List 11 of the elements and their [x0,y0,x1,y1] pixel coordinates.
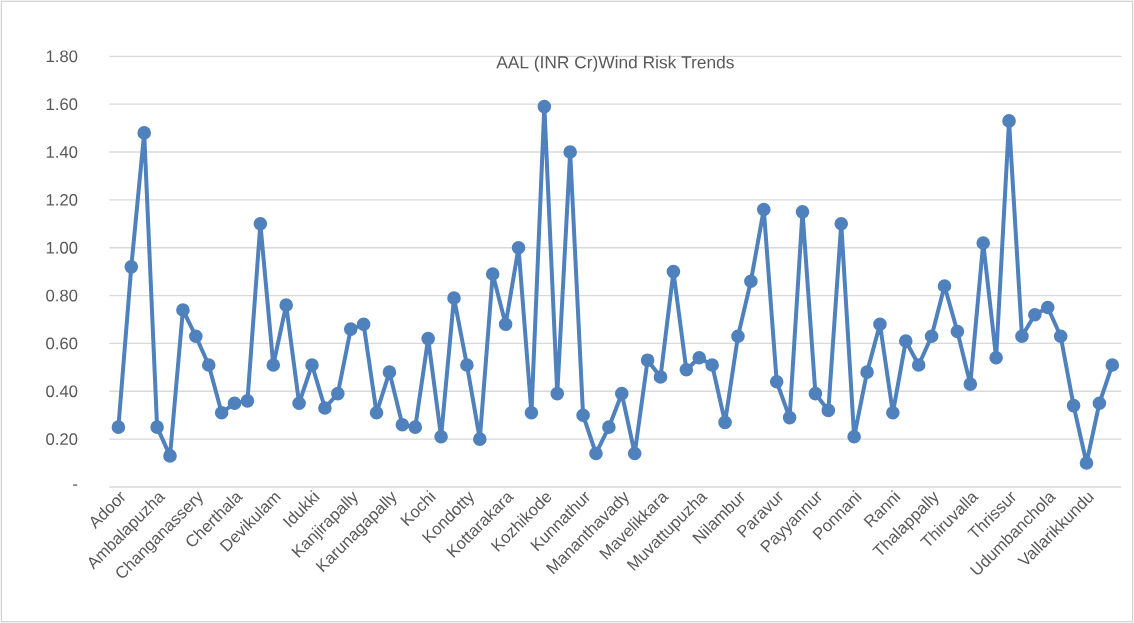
y-tick-label: 0.40 [46,385,78,398]
y-tick-label: 0.20 [46,433,78,446]
y-tick-label: 0.80 [46,289,78,302]
y-tick-label: - [73,484,78,486]
y-tick-label: 1.20 [46,193,78,206]
chart-title: AAL (INR Cr)Wind Risk Trends [496,55,734,72]
y-tick-label: 1.40 [46,146,78,158]
y-tick-label: 0.60 [46,337,78,350]
y-tick-label: 1.80 [46,50,78,63]
y-tick-label: 1.00 [46,241,78,254]
y-tick-label: 1.60 [46,98,78,111]
